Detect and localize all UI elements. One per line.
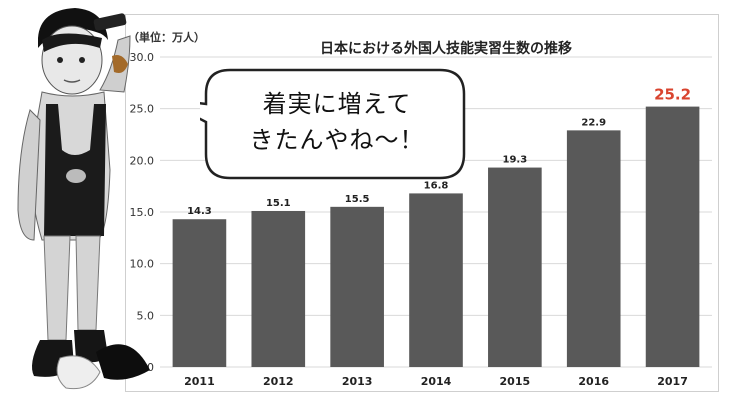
y-tick-label: 25.0 [130, 103, 155, 116]
x-tick-label: 2016 [578, 375, 609, 388]
speech-bubble [200, 68, 466, 180]
x-tick-label: 2011 [184, 375, 215, 388]
speech-line-2: きたんやね～！ [249, 126, 425, 154]
bar-2011 [172, 219, 227, 367]
x-tick-label: 2012 [263, 375, 294, 388]
x-tick-label: 2015 [500, 375, 531, 388]
bar-2017 [645, 106, 700, 367]
value-label: 22.9 [581, 117, 606, 128]
unit-label: （単位：万人） [128, 30, 205, 44]
bar-chart: 日本における外国人技能実習生数の推移 （単位：万人） 0.05.010.015.… [128, 30, 712, 388]
value-label: 14.3 [187, 206, 212, 217]
speech-bubble-text: 着実に増えて きたんやね～！ [222, 86, 452, 158]
value-label: 25.2 [654, 86, 691, 104]
y-tick-label: 30.0 [130, 51, 155, 64]
bar-2014 [409, 193, 463, 367]
bar-2016 [566, 130, 621, 367]
y-tick-label: 20.0 [130, 154, 155, 167]
y-tick-label: 5.0 [137, 309, 155, 322]
value-label: 15.1 [266, 198, 291, 209]
value-label: 16.8 [424, 180, 449, 191]
chart-title: 日本における外国人技能実習生数の推移 [320, 40, 572, 57]
speech-line-1: 着実に増えて [262, 90, 412, 118]
bar-2013 [330, 206, 384, 367]
child-photo [17, 8, 150, 390]
x-tick-label: 2013 [342, 375, 373, 388]
bar-2015 [488, 167, 542, 367]
y-tick-label: 10.0 [130, 258, 155, 271]
child-illustration [17, 8, 150, 390]
speech-bubble-shape [200, 68, 466, 180]
bar-2012 [251, 210, 306, 367]
x-tick-label: 2014 [421, 375, 452, 388]
y-tick-label: 15.0 [130, 206, 155, 219]
x-tick-label: 2017 [657, 375, 688, 388]
value-label: 19.3 [503, 155, 528, 166]
value-label: 15.5 [345, 194, 370, 205]
